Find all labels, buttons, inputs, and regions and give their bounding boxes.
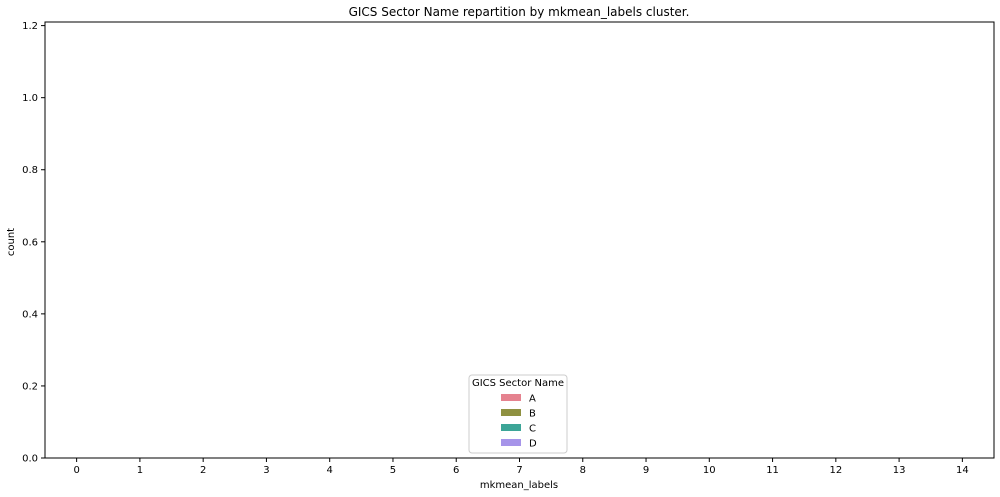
y-axis-label: count [6, 228, 17, 256]
y-tick-label: 0.8 [22, 165, 38, 176]
x-tick-label: 13 [893, 465, 906, 476]
x-tick-label: 2 [200, 465, 206, 476]
x-tick-label: 9 [643, 465, 649, 476]
y-tick-label: 0.6 [22, 237, 38, 248]
x-tick-label: 10 [703, 465, 716, 476]
chart-title: GICS Sector Name repartition by mkmean_l… [349, 5, 690, 19]
x-tick-label: 3 [263, 465, 269, 476]
x-axis: 0 1 2 3 4 5 6 7 8 9 10 11 12 13 14 [73, 458, 969, 476]
legend-title: GICS Sector Name [472, 378, 564, 389]
x-tick-label: 6 [453, 465, 459, 476]
y-tick-label: 1.0 [22, 93, 38, 104]
y-axis: 0.0 0.2 0.4 0.6 0.8 1.0 1.2 [22, 21, 45, 465]
x-tick-label: 7 [516, 465, 522, 476]
legend-label: C [529, 424, 536, 435]
legend-swatch [501, 439, 521, 446]
legend-swatch [501, 424, 521, 431]
x-axis-label: mkmean_labels [480, 480, 558, 491]
legend-label: B [529, 409, 536, 420]
legend-swatch [501, 409, 521, 416]
x-tick-label: 1 [137, 465, 143, 476]
legend-label: D [529, 439, 537, 450]
y-tick-label: 0.4 [22, 309, 38, 320]
x-tick-label: 5 [390, 465, 396, 476]
legend-swatch [501, 394, 521, 401]
x-tick-label: 12 [829, 465, 842, 476]
x-tick-label: 14 [956, 465, 969, 476]
x-tick-label: 8 [580, 465, 586, 476]
x-tick-label: 11 [766, 465, 779, 476]
y-tick-label: 0.0 [22, 454, 38, 465]
legend-label: A [529, 394, 536, 405]
y-tick-label: 0.2 [22, 381, 38, 392]
x-tick-label: 4 [327, 465, 333, 476]
y-tick-label: 1.2 [22, 21, 38, 32]
x-tick-label: 0 [73, 465, 79, 476]
